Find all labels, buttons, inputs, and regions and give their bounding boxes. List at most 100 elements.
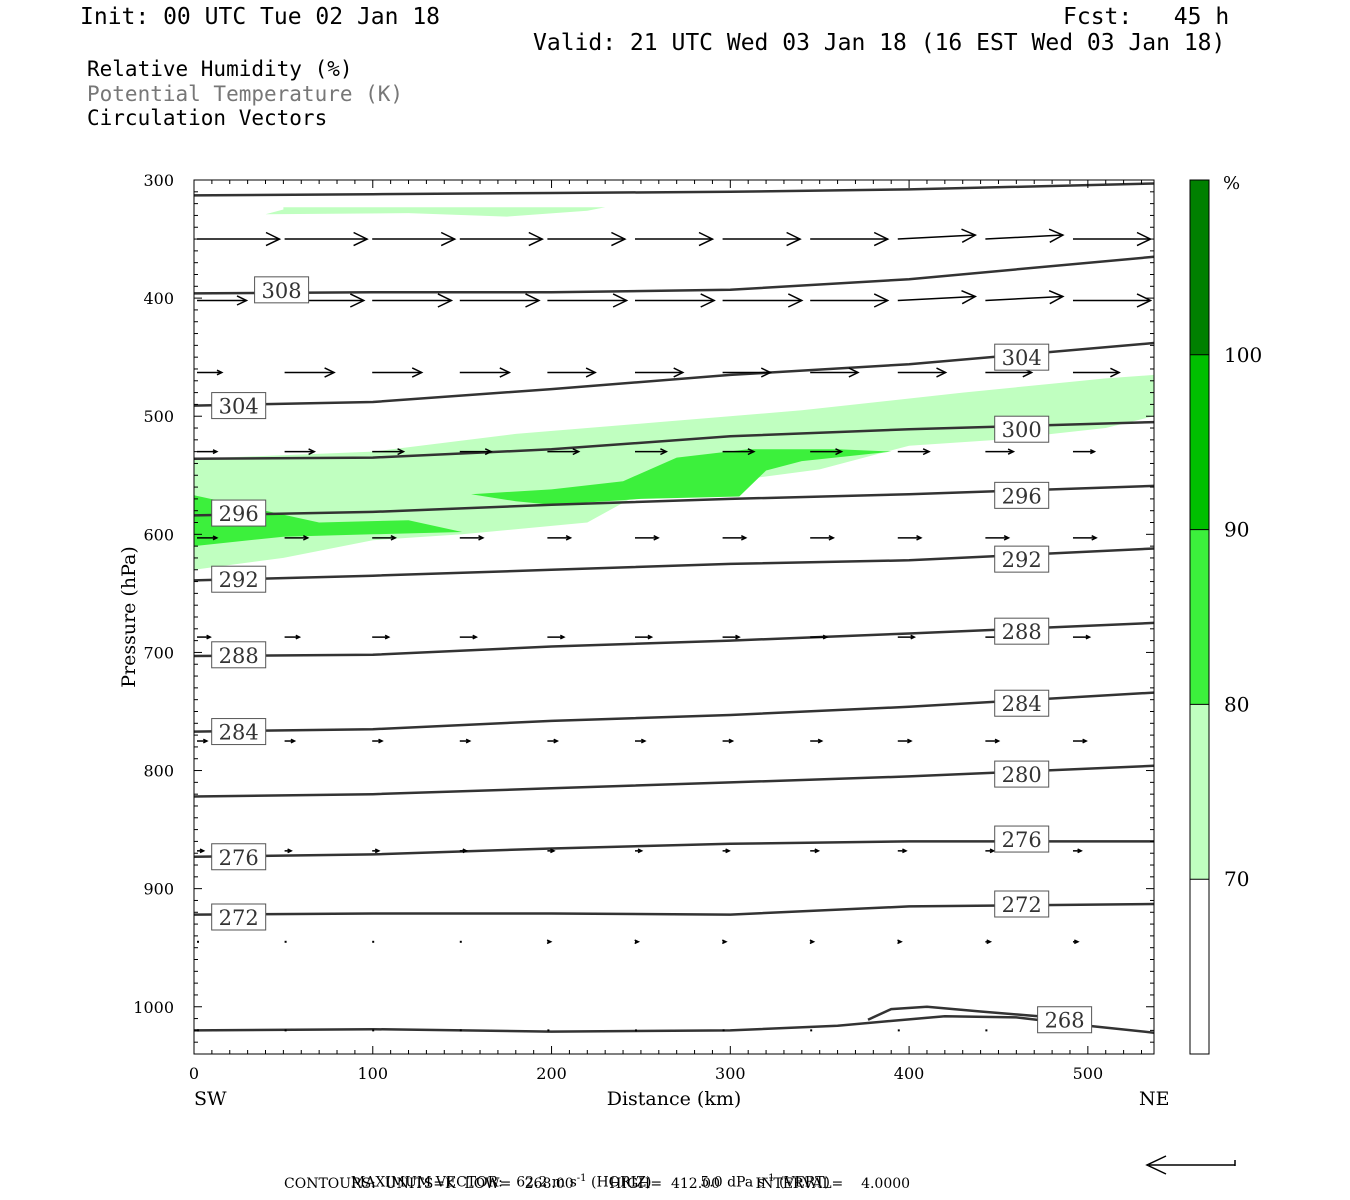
circulation-vector [985, 295, 1063, 302]
vector-arrowhead [324, 367, 336, 378]
forecast-hour: Fcst: 45 h [1063, 4, 1230, 30]
vector-arrowhead [994, 738, 1001, 744]
vert-tag: (VERT) [779, 1174, 830, 1191]
vector-arrowhead [1110, 367, 1121, 378]
y-tick-label: 300 [143, 171, 174, 190]
vector-arrowhead [1073, 939, 1080, 945]
vector-arrowhead [1077, 848, 1083, 854]
x-tick-label: 0 [189, 1064, 199, 1083]
rh-fill-layer [194, 207, 1154, 570]
vector-arrowhead [809, 939, 816, 945]
vector-arrowhead [546, 939, 553, 945]
vector-arrowhead [653, 535, 660, 541]
vector-arrowhead [1089, 449, 1097, 455]
vector-arrowhead [902, 848, 908, 854]
vector-arrowhead [747, 448, 756, 456]
vector-arrowhead [700, 293, 716, 308]
legend-vectors: Circulation Vectors [87, 106, 328, 130]
vector-arrowhead [728, 738, 735, 744]
footer-contours: CONTOURS: UNITS=K LOW= 268.00 HIGH= 412.… [284, 1176, 911, 1192]
y-axis-label: Pressure (hPa) [118, 546, 140, 688]
vector-arrowhead [936, 367, 948, 378]
colorbar: 70 80 90 100 [1189, 179, 1262, 1055]
vector-arrowhead [725, 848, 731, 854]
isentrope-label-box [994, 343, 1050, 371]
rh-region-80 [194, 495, 463, 547]
colorbar-level-label: 90 [1224, 518, 1249, 542]
colorbar-level-label: 100 [1224, 343, 1262, 367]
axes: 300 400 500 600 700 800 900 1000 0 100 200 300 400 50… [133, 171, 1154, 1083]
vector-arrowhead [961, 228, 978, 243]
vector-arrowhead [390, 535, 398, 541]
vector-arrowhead [828, 535, 836, 541]
x-tick-label: 100 [357, 1064, 388, 1083]
vector-arrowhead [910, 634, 917, 640]
isentrope-label-box [211, 718, 267, 746]
colorbar-segment [1190, 879, 1209, 1054]
legend-rh: Relative Humidity (%) [87, 57, 353, 81]
vector-arrowhead [411, 367, 424, 378]
vector-arrowhead [787, 293, 804, 308]
vector-layer [197, 228, 1153, 1032]
isentrope-label-box [254, 276, 310, 304]
vector-arrowhead [202, 738, 209, 744]
isentrope-308 [193, 255, 1155, 295]
isentrope-268 [193, 1014, 1155, 1034]
isentrope-label: 304 [219, 395, 259, 419]
circulation-vector [985, 234, 1063, 240]
y-tick-label: 400 [143, 289, 174, 308]
vector-arrowhead [199, 848, 206, 854]
vector-arrowhead [786, 231, 802, 247]
isentrope-label-box [994, 415, 1050, 443]
vector-arrowhead [640, 738, 647, 744]
isentrope-label-box [211, 499, 267, 527]
isentrope-label: 292 [1002, 548, 1042, 572]
vector-arrowhead [295, 634, 302, 640]
isentrope-label-layer: 308 304 304 300 296 296 292 292 288 288 284 284 280 2… [211, 276, 1093, 1034]
vector-arrowhead [528, 231, 545, 247]
y-tick-label: 900 [143, 880, 174, 899]
vector-arrowhead [265, 231, 282, 247]
horiz-exponent: -1 [576, 1173, 587, 1184]
vector-arrowhead [822, 634, 829, 640]
vector-arrowhead [721, 939, 728, 945]
isentrope-276 [193, 840, 1154, 859]
vector-arrowhead [440, 231, 457, 247]
vector-arrowhead [647, 634, 654, 640]
vector-arrowhead [378, 738, 384, 744]
vector-arrowhead [1003, 535, 1011, 541]
vector-arrowhead [302, 535, 310, 541]
rh-region-70 [265, 207, 606, 217]
vector-arrowhead [484, 448, 493, 456]
vert-exponent: -1 [764, 1173, 775, 1184]
vector-arrowhead [1085, 634, 1092, 640]
isentrope-label: 272 [1002, 893, 1042, 917]
vector-arrowhead [760, 367, 773, 378]
colorbar-frame [1189, 179, 1210, 1055]
colorbar-segment [1190, 529, 1209, 705]
vector-arrowhead [1048, 290, 1065, 305]
vector-arrowhead [1007, 448, 1016, 455]
init-time: Init: 00 UTC Tue 02 Jan 18 [80, 4, 441, 30]
sw-label: SW [194, 1088, 227, 1110]
isentrope-label: 300 [1002, 418, 1042, 442]
vector-arrowhead [740, 535, 748, 541]
isentrope-label-box [994, 617, 1050, 645]
isentrope-label: 284 [1002, 692, 1042, 716]
circulation-vector [897, 295, 976, 302]
vector-arrowhead [397, 448, 406, 456]
x-tick-label: 500 [1073, 1064, 1104, 1083]
x-axis-label: Distance (km) [607, 1088, 742, 1110]
valid-time: Valid: 21 UTC Wed 03 Jan 18 (16 EST Wed … [533, 30, 1226, 56]
vector-arrowhead [437, 293, 454, 308]
vector-arrowhead [349, 293, 366, 308]
max-vector-horiz: 62.2 m s [516, 1174, 577, 1191]
max-vector-label: MAXIMUM VECTOR: [350, 1174, 503, 1191]
vector-arrowhead [553, 738, 560, 744]
isentrope-layer [193, 182, 1155, 1034]
x-tick-label: 200 [536, 1064, 567, 1083]
isentrope-label: 276 [219, 846, 259, 870]
colorbar-level-label: 80 [1224, 692, 1249, 716]
isentrope-label-box [211, 565, 267, 593]
y-tick-label: 600 [143, 525, 174, 544]
